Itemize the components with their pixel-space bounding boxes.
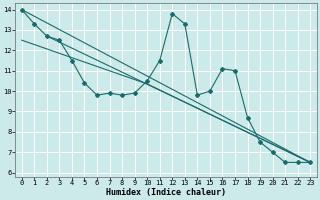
X-axis label: Humidex (Indice chaleur): Humidex (Indice chaleur) — [106, 188, 226, 197]
